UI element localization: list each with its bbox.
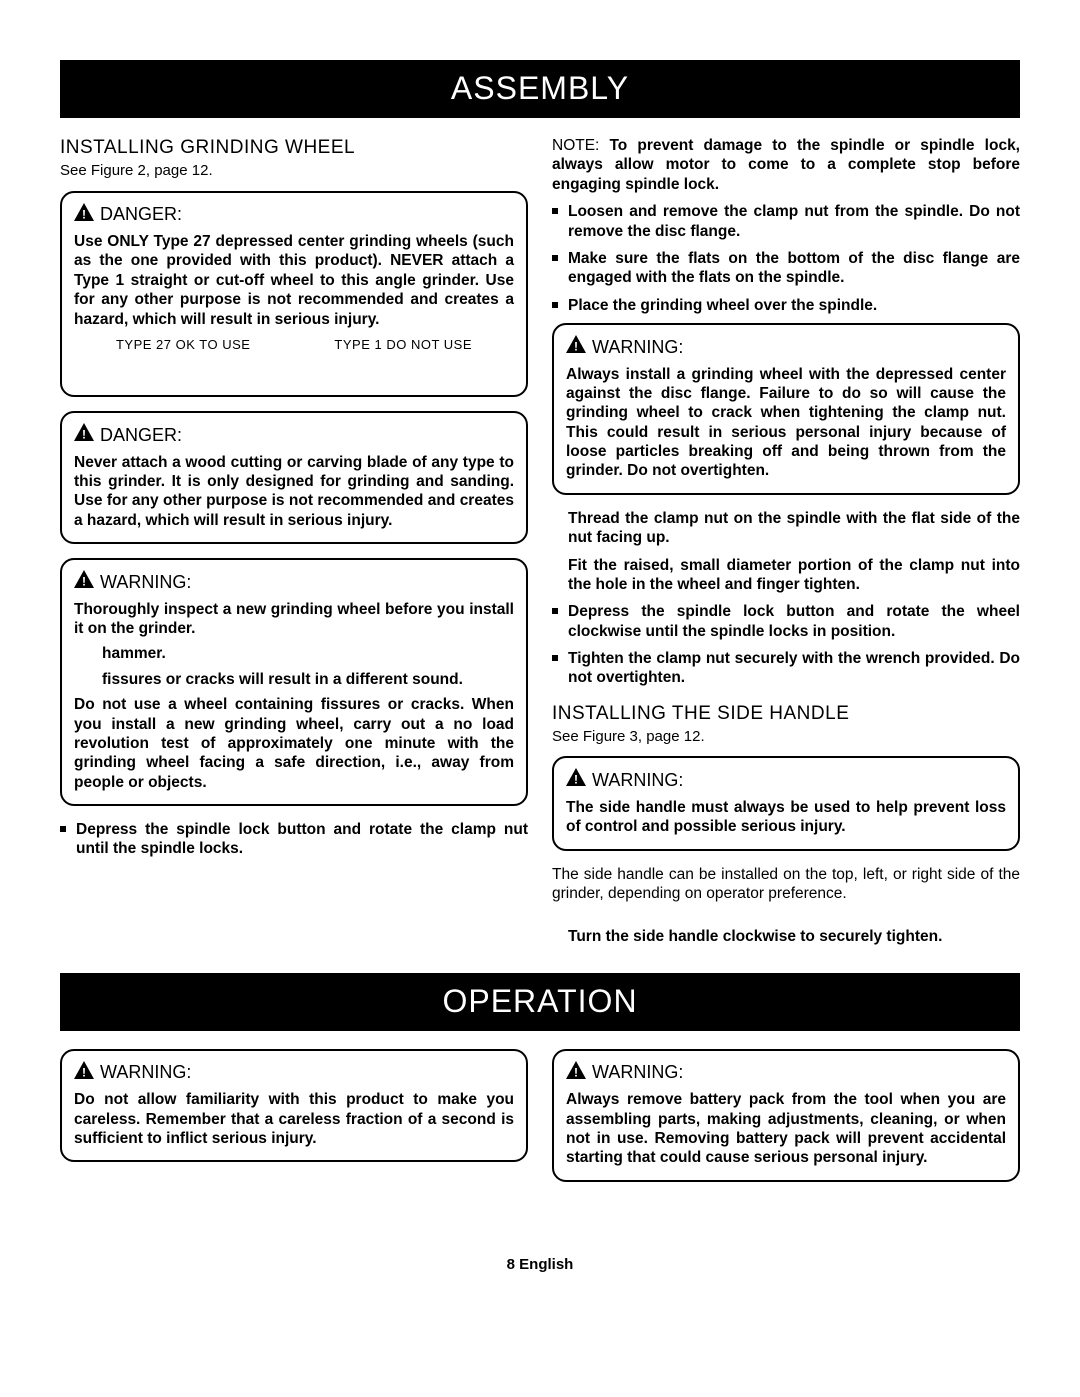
- svg-text:!: !: [82, 575, 86, 589]
- side-handle-para-1: The side handle can be installed on the …: [552, 865, 1020, 904]
- type27-label: TYPE 27 OK TO USE: [116, 337, 250, 353]
- danger-box-2: ! DANGER: Never attach a wood cutting or…: [60, 411, 528, 544]
- operation-banner: OPERATION: [60, 973, 1020, 1031]
- warning-left-body: Thoroughly inspect a new grinding wheel …: [74, 600, 514, 639]
- bullet-empty: [552, 911, 1020, 919]
- op-warn-r-body: Always remove battery pack from the tool…: [566, 1090, 1006, 1168]
- bullet-depress-rotate: Depress the spindle lock button and rota…: [552, 602, 1020, 641]
- op-warning-right: ! WARNING: Always remove battery pack fr…: [552, 1049, 1020, 1182]
- danger-2-body: Never attach a wood cutting or carving b…: [74, 453, 514, 531]
- bullet-flats: Make sure the flats on the bottom of the…: [552, 249, 1020, 288]
- op-right-column: ! WARNING: Always remove battery pack fr…: [552, 1049, 1020, 1196]
- svg-text:!: !: [574, 1065, 578, 1079]
- bullet-loosen: Loosen and remove the clamp nut from the…: [552, 202, 1020, 241]
- warning-triangle-icon: !: [74, 203, 94, 227]
- danger-1-title: ! DANGER:: [74, 203, 514, 227]
- assembly-columns: INSTALLING GRINDING WHEEL See Figure 2, …: [60, 136, 1020, 955]
- warning-box-right-1: ! WARNING: Always install a grinding whe…: [552, 323, 1020, 495]
- warning-triangle-icon: !: [566, 1061, 586, 1085]
- para-fit-raised: Fit the raised, small diameter portion o…: [552, 556, 1020, 595]
- ref-figure-3: See Figure 3, page 12.: [552, 728, 1020, 747]
- indent-fissures: fissures or cracks will result in a diff…: [102, 670, 514, 689]
- warning-r2-title: ! WARNING:: [566, 768, 1006, 792]
- bullet-tighten: Tighten the clamp nut securely with the …: [552, 649, 1020, 688]
- warning-r1-label: WARNING:: [592, 336, 683, 359]
- svg-text:!: !: [82, 1065, 86, 1079]
- warning-triangle-icon: !: [566, 768, 586, 792]
- warning-left-label: WARNING:: [100, 571, 191, 594]
- right-bullets-1: Loosen and remove the clamp nut from the…: [552, 202, 1020, 315]
- side-bullets: [552, 911, 1020, 919]
- warning-r1-title: ! WARNING:: [566, 335, 1006, 359]
- svg-text:!: !: [574, 773, 578, 787]
- warning-r1-body: Always install a grinding wheel with the…: [566, 365, 1006, 481]
- note-line: NOTE: To prevent damage to the spindle o…: [552, 136, 1020, 194]
- danger-2-label: DANGER:: [100, 424, 182, 447]
- svg-text:!: !: [82, 207, 86, 221]
- op-warn-r-title: ! WARNING:: [566, 1061, 1006, 1085]
- danger-1-body: Use ONLY Type 27 depressed center grindi…: [74, 232, 514, 329]
- op-warn-r-label: WARNING:: [592, 1061, 683, 1084]
- svg-text:!: !: [82, 428, 86, 442]
- warning-triangle-icon: !: [74, 423, 94, 447]
- warning-box-right-2: ! WARNING: The side handle must always b…: [552, 756, 1020, 850]
- warning-left-title: ! WARNING:: [74, 570, 514, 594]
- ref-figure-2: See Figure 2, page 12.: [60, 162, 528, 181]
- op-warn-l-title: ! WARNING:: [74, 1061, 514, 1085]
- operation-columns: ! WARNING: Do not allow familiarity with…: [60, 1049, 1020, 1196]
- para-thread: Thread the clamp nut on the spindle with…: [552, 509, 1020, 548]
- para-no-fissures: Do not use a wheel containing fissures o…: [74, 695, 514, 792]
- warning-box-left: ! WARNING: Thoroughly inspect a new grin…: [60, 558, 528, 806]
- bullet-depress-spindle: Depress the spindle lock button and rota…: [60, 820, 528, 859]
- svg-text:!: !: [574, 340, 578, 354]
- heading-install-grinding: INSTALLING GRINDING WHEEL: [60, 136, 528, 160]
- type1-label: TYPE 1 DO NOT USE: [334, 337, 472, 353]
- op-left-column: ! WARNING: Do not allow familiarity with…: [60, 1049, 528, 1196]
- op-warn-l-label: WARNING:: [100, 1061, 191, 1084]
- op-warn-l-body: Do not allow familiarity with this produ…: [74, 1090, 514, 1148]
- left-bullets: Depress the spindle lock button and rota…: [60, 820, 528, 859]
- side-handle-para-3: Turn the side handle clockwise to secure…: [552, 927, 1020, 946]
- danger-1-label: DANGER:: [100, 203, 182, 226]
- right-bullets-2: Depress the spindle lock button and rota…: [552, 602, 1020, 688]
- note-label: NOTE:: [552, 137, 609, 154]
- heading-side-handle: INSTALLING THE SIDE HANDLE: [552, 702, 1020, 726]
- danger-2-title: ! DANGER:: [74, 423, 514, 447]
- warning-triangle-icon: !: [74, 570, 94, 594]
- warning-r2-label: WARNING:: [592, 769, 683, 792]
- warning-triangle-icon: !: [74, 1061, 94, 1085]
- indent-hammer: hammer.: [102, 644, 514, 663]
- bullet-place-wheel: Place the grinding wheel over the spindl…: [552, 296, 1020, 315]
- op-warning-left: ! WARNING: Do not allow familiarity with…: [60, 1049, 528, 1163]
- assembly-banner: ASSEMBLY: [60, 60, 1020, 118]
- right-column: NOTE: To prevent damage to the spindle o…: [552, 136, 1020, 955]
- danger-box-1: ! DANGER: Use ONLY Type 27 depressed cen…: [60, 191, 528, 398]
- warning-triangle-icon: !: [566, 335, 586, 359]
- page-footer: 8 English: [60, 1256, 1020, 1275]
- note-body: To prevent damage to the spindle or spin…: [552, 137, 1020, 193]
- warning-r2-body: The side handle must always be used to h…: [566, 798, 1006, 837]
- left-column: INSTALLING GRINDING WHEEL See Figure 2, …: [60, 136, 528, 955]
- wheel-type-labels: TYPE 27 OK TO USE TYPE 1 DO NOT USE: [74, 337, 514, 353]
